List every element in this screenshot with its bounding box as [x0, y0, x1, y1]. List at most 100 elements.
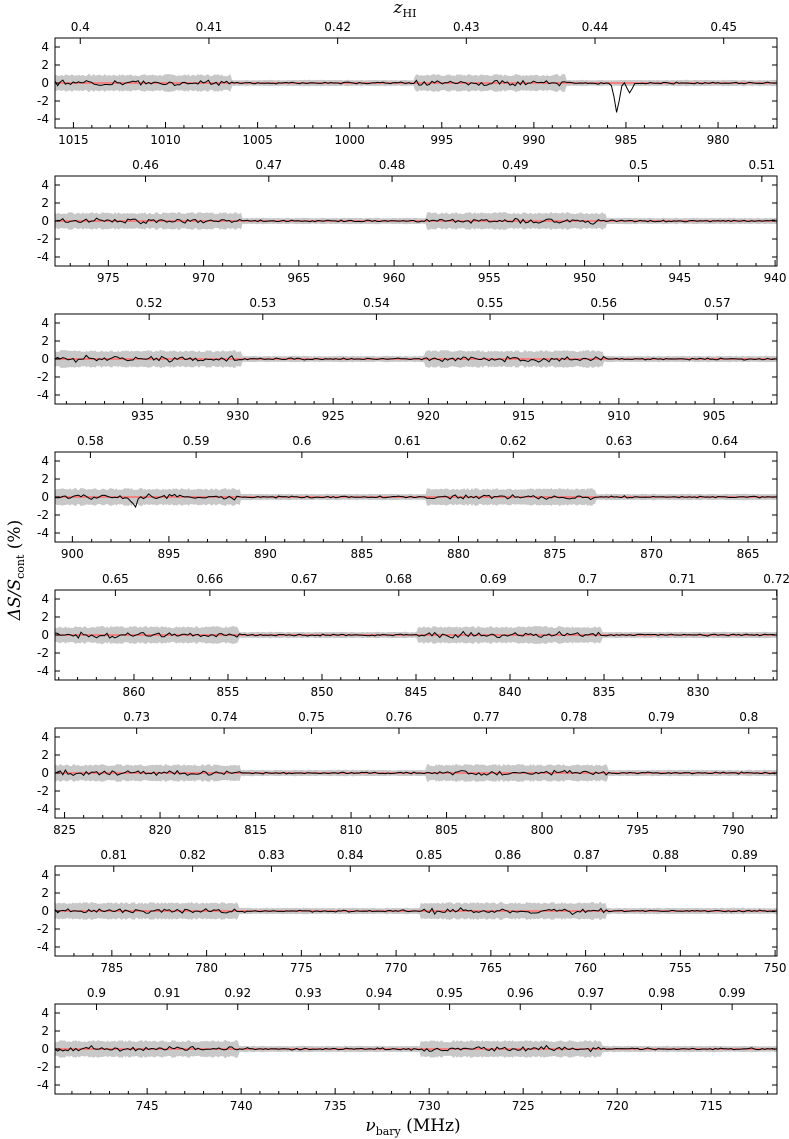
- y-tick-label: 2: [41, 58, 49, 72]
- spectrum-line: [54, 907, 776, 916]
- y-tick-label: -2: [37, 370, 49, 384]
- freq-tick-label: 840: [499, 685, 522, 699]
- z-tick-label: 0.44: [582, 20, 609, 34]
- freq-tick-label: 945: [668, 271, 691, 285]
- freq-tick-label: 850: [311, 685, 334, 699]
- z-tick-label: 0.67: [291, 572, 318, 586]
- y-tick-label: 0: [41, 76, 49, 90]
- z-tick-label: 0.46: [132, 158, 159, 172]
- y-axis-label: ΔS/Scont (%): [5, 520, 27, 621]
- freq-tick-label: 810: [340, 823, 363, 837]
- freq-tick-label: 745: [136, 1099, 159, 1113]
- y-tick-label: -4: [37, 802, 49, 816]
- freq-tick-label: 765: [479, 961, 502, 975]
- z-tick-label: 0.78: [561, 710, 588, 724]
- freq-tick-label: 875: [544, 547, 567, 561]
- freq-tick-label: 940: [764, 271, 787, 285]
- y-tick-label: -4: [37, 388, 49, 402]
- z-tick-label: 0.63: [606, 434, 633, 448]
- z-tick-label: 0.99: [719, 986, 746, 1000]
- z-tick-label: 0.79: [648, 710, 675, 724]
- freq-tick-label: 770: [385, 961, 408, 975]
- freq-tick-label: 750: [764, 961, 787, 975]
- y-tick-label: -2: [37, 922, 49, 936]
- freq-tick-label: 830: [687, 685, 710, 699]
- z-tick-label: 0.59: [183, 434, 210, 448]
- freq-tick-label: 935: [131, 409, 154, 423]
- z-tick-label: 0.87: [573, 848, 600, 862]
- z-tick-label: 0.97: [578, 986, 605, 1000]
- panel-6: 4 2 0 -2 -4 825 820 815 810 805 800 795 790 0.73 0.74 0…: [37, 710, 778, 837]
- freq-tick-label: 955: [478, 271, 501, 285]
- freq-tick-label: 755: [669, 961, 692, 975]
- freq-tick-label: 805: [435, 823, 458, 837]
- y-tick-label: 0: [41, 490, 49, 504]
- z-tick-label: 0.92: [224, 986, 251, 1000]
- z-tick-label: 0.53: [249, 296, 276, 310]
- freq-tick-label: 835: [593, 685, 616, 699]
- y-tick-label: 2: [41, 886, 49, 900]
- y-tick-label: 4: [41, 178, 49, 192]
- freq-tick-label: 1005: [242, 133, 273, 147]
- z-tick-label: 0.66: [196, 572, 223, 586]
- z-tick-label: 0.52: [136, 296, 163, 310]
- freq-tick-label: 915: [512, 409, 535, 423]
- y-tick-label: 2: [41, 196, 49, 210]
- spectrum-line: [54, 630, 776, 639]
- freq-tick-label: 795: [626, 823, 649, 837]
- panel-1: 4 2 0 -2 -4 1015 1010 1005 1000 995 990 985 980 0.4 0.…: [37, 20, 778, 147]
- freq-tick-label: 985: [615, 133, 638, 147]
- top-axis-label-main: z: [393, 0, 404, 18]
- spectrum-line: [54, 493, 776, 509]
- z-tick-label: 0.4: [71, 20, 90, 34]
- z-tick-label: 0.45: [710, 20, 737, 34]
- z-tick-label: 0.55: [477, 296, 504, 310]
- freq-tick-label: 740: [230, 1099, 253, 1113]
- z-tick-label: 0.68: [385, 572, 412, 586]
- z-tick-label: 0.41: [196, 20, 223, 34]
- y-tick-label: -4: [37, 664, 49, 678]
- freq-tick-label: 995: [430, 133, 453, 147]
- y-axis-label-sub: cont: [14, 554, 27, 579]
- y-tick-label: 0: [41, 214, 49, 228]
- y-tick-label: 2: [41, 748, 49, 762]
- y-tick-label: 4: [41, 868, 49, 882]
- z-tick-label: 0.62: [500, 434, 527, 448]
- z-tick-label: 0.56: [590, 296, 617, 310]
- freq-tick-label: 860: [123, 685, 146, 699]
- z-tick-label: 0.54: [363, 296, 390, 310]
- y-tick-label: 0: [41, 1042, 49, 1056]
- z-tick-label: 0.64: [711, 434, 738, 448]
- panel-7: 4 2 0 -2 -4 785 780 775 770 765 760 755 750 0.81 0.82 0…: [37, 848, 787, 975]
- z-tick-label: 0.73: [123, 710, 150, 724]
- freq-tick-label: 820: [149, 823, 172, 837]
- y-tick-label: 2: [41, 472, 49, 486]
- y-tick-label: -4: [37, 1078, 49, 1092]
- z-tick-label: 0.84: [337, 848, 364, 862]
- freq-tick-label: 975: [97, 271, 120, 285]
- z-tick-label: 0.95: [436, 986, 463, 1000]
- z-tick-label: 0.86: [495, 848, 522, 862]
- y-tick-label: -2: [37, 784, 49, 798]
- freq-tick-label: 855: [217, 685, 240, 699]
- freq-tick-label: 925: [322, 409, 345, 423]
- y-tick-label: 4: [41, 40, 49, 54]
- y-tick-label: -2: [37, 508, 49, 522]
- z-tick-label: 0.83: [258, 848, 285, 862]
- z-tick-label: 0.69: [480, 572, 507, 586]
- spectrum-line: [54, 217, 776, 225]
- freq-tick-label: 910: [607, 409, 630, 423]
- freq-tick-label: 845: [405, 685, 428, 699]
- z-tick-label: 0.49: [502, 158, 529, 172]
- z-tick-label: 0.76: [386, 710, 413, 724]
- z-tick-label: 0.88: [652, 848, 679, 862]
- freq-tick-label: 1000: [334, 133, 365, 147]
- freq-tick-label: 880: [447, 547, 470, 561]
- y-tick-label: -2: [37, 646, 49, 660]
- panel-5: 4 2 0 -2 -4 860 855 850 845 840 835 830 0.65 0.66 0.67…: [37, 572, 789, 699]
- z-tick-label: 0.65: [102, 572, 129, 586]
- freq-tick-label: 980: [707, 133, 730, 147]
- y-tick-label: 4: [41, 316, 49, 330]
- freq-tick-label: 970: [192, 271, 215, 285]
- freq-tick-label: 720: [606, 1099, 629, 1113]
